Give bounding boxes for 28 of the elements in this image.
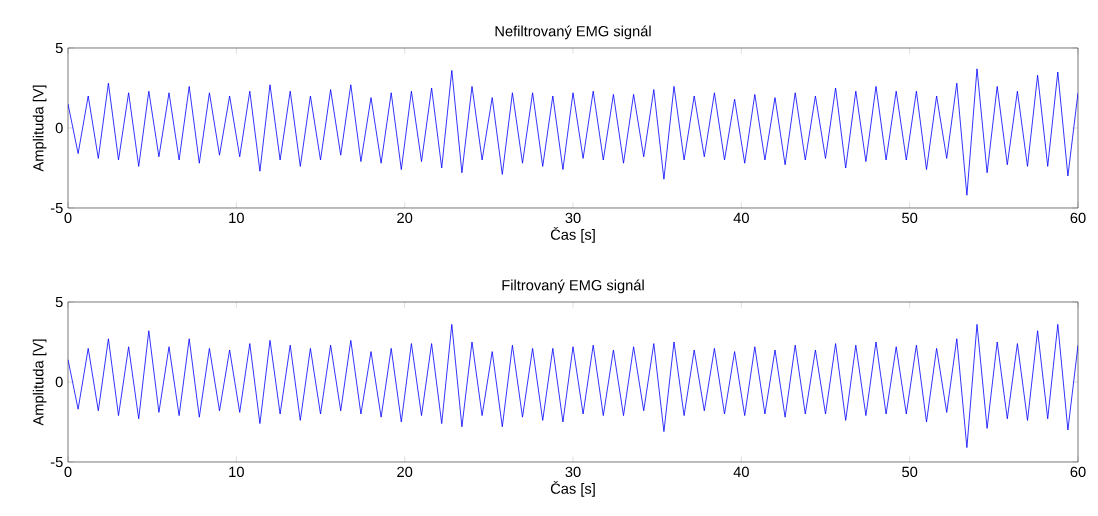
x-tick-label: 50: [902, 212, 918, 224]
x-tick-label: 60: [1070, 212, 1086, 224]
x-tick-label: 0: [64, 212, 72, 224]
x-tick-label: 40: [733, 212, 749, 224]
x-tick-label: 20: [397, 466, 413, 478]
y-axis-title: Amplituda [V]: [32, 85, 47, 172]
x-tick-label: 30: [565, 466, 581, 478]
chart-title: Nefiltrovaný EMG signál: [495, 25, 651, 40]
line-series: [68, 68, 1078, 196]
x-tick-label: 50: [902, 466, 918, 478]
y-tick-label: -5: [50, 456, 63, 468]
line-series: [68, 323, 1078, 448]
chart-title: Filtrovaný EMG signál: [502, 279, 644, 294]
x-tick-label: 30: [565, 212, 581, 224]
y-tick-label: -5: [50, 202, 63, 214]
y-tick-label: 0: [55, 376, 63, 388]
x-tick-label: 10: [229, 466, 244, 478]
x-tick-label: 0: [64, 466, 72, 478]
x-tick-label: 40: [733, 466, 749, 478]
x-tick-label: 60: [1070, 466, 1086, 478]
x-axis-title: Čas [s]: [550, 226, 595, 243]
y-tick-label: 5: [55, 42, 63, 54]
x-axis-title: Čas [s]: [550, 480, 595, 497]
y-axis-title: Amplituda [V]: [32, 339, 47, 426]
y-tick-label: 5: [55, 296, 63, 308]
x-tick-label: 10: [229, 212, 244, 224]
x-tick-label: 20: [397, 212, 413, 224]
y-tick-label: 0: [55, 122, 63, 134]
